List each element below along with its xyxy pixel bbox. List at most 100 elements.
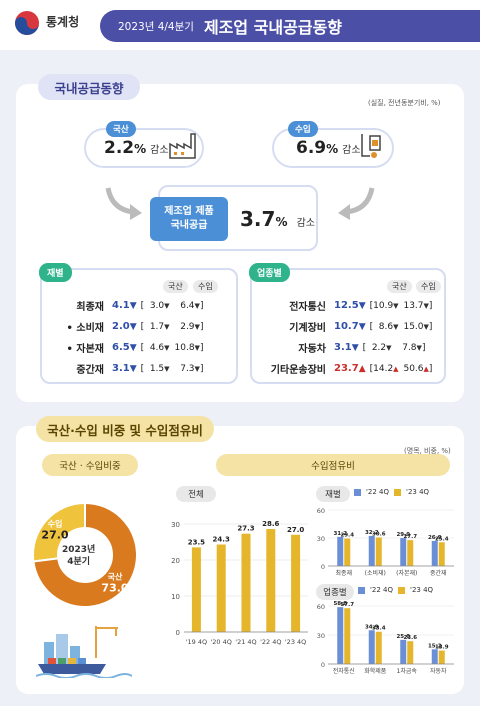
row-import: 13.7 — [403, 300, 424, 311]
row-name: • 자본재 — [66, 344, 104, 355]
legend-curr: '23 4Q — [406, 488, 430, 496]
arrow-up-icon: ▲ — [393, 364, 399, 373]
domestic-label: 국산 — [106, 121, 136, 137]
arrow-down-icon: ▼ — [164, 322, 170, 331]
data-label: 26.9 — [428, 535, 442, 541]
legend-prev: '22 4Q — [366, 488, 390, 496]
bar — [438, 542, 445, 566]
industry-legend: '22 4Q '23 4Q — [358, 586, 433, 594]
row-value: 3.1 — [112, 363, 130, 374]
bar — [400, 538, 407, 566]
data-label: 58.8 — [333, 601, 347, 607]
row-domestic: 4.6 — [149, 342, 165, 353]
y-tick-label: 60 — [317, 603, 325, 611]
y-tick-label: 0 — [321, 563, 325, 571]
donut-center: 2023년 4분기 — [62, 544, 95, 568]
bracket-close: ] — [199, 342, 204, 353]
data-label: 23.5 — [188, 538, 205, 546]
data-label: 57.7 — [340, 602, 354, 608]
legend-curr-swatch — [394, 488, 402, 496]
bracket-open: [ — [140, 363, 145, 374]
row-domestic: 1.5 — [149, 363, 165, 374]
x-tick-label: '19 4Q — [186, 638, 207, 646]
section2-unit: (명목, 비중, %) — [404, 447, 451, 455]
x-tick-label: (자본재) — [396, 569, 417, 577]
x-tick-label: '23 4Q — [285, 638, 306, 646]
slice-value: 27.0 — [41, 529, 68, 542]
factory-port-illustration — [36, 626, 132, 678]
goods-import-share-chart: 0 30 60 31.229.4 최종재 32.230.6 (소비재) 29.927.7 (자본… — [317, 507, 454, 577]
x-tick-label: 화학제품 — [364, 667, 387, 675]
bar — [375, 631, 382, 664]
data-label: 34.9 — [365, 624, 379, 630]
page-title: 제조업 국내공급동향 — [203, 18, 343, 37]
header: 통계청 2023년 4/4분기 제조업 국내공급동향 — [0, 0, 480, 50]
arrow-down-icon: ▼ — [164, 301, 170, 310]
row-domestic: 14.2 — [373, 363, 394, 374]
legend2-curr: '23 4Q — [410, 586, 434, 594]
import-pill: 수입 6.9% 감소 — [272, 121, 394, 168]
row-domestic: 8.6 — [378, 321, 394, 332]
arrow-down-icon: ▼ — [358, 321, 366, 332]
domestic-pill: 국산 2.2% 감소 — [84, 121, 204, 168]
table-row: 최종재 4.1 ▼[3.0 ▼ 6.4 ▼] — [50, 298, 203, 313]
bracket-close: ] — [428, 363, 433, 374]
bar — [291, 534, 301, 632]
pie-slice — [32, 501, 138, 608]
arrow-down-icon: ▼ — [423, 301, 429, 310]
industry-col-domestic: 국산 — [387, 280, 412, 293]
arrow-down-icon: ▼ — [194, 364, 200, 373]
bar — [241, 533, 251, 632]
slice-label: 국산 — [108, 571, 123, 581]
data-label: 27.3 — [237, 525, 254, 533]
data-label: 32.2 — [365, 530, 379, 536]
arrow-down-right-icon — [105, 187, 142, 220]
arrow-down-icon: ▼ — [423, 322, 429, 331]
y-tick-label: 0 — [321, 661, 325, 669]
bar — [191, 547, 201, 632]
arrow-down-icon: ▼ — [129, 342, 137, 353]
arrow-up-icon: ▲ — [423, 364, 429, 373]
arrow-down-icon: ▼ — [129, 300, 137, 311]
row-import: 7.3 — [180, 363, 195, 374]
bracket-close: ] — [199, 363, 204, 374]
bracket-open: [ — [140, 321, 145, 332]
y-tick-label: 20 — [171, 557, 180, 565]
x-tick-label: 중간재 — [430, 569, 447, 577]
arrow-down-icon: ▼ — [164, 364, 170, 373]
arrow-down-icon: ▼ — [129, 363, 137, 374]
slice-value: 73.0 — [101, 581, 128, 594]
x-tick-label: 최종재 — [335, 569, 352, 577]
bracket-open: [ — [140, 300, 145, 311]
goods-col-domestic: 국산 — [163, 280, 188, 293]
row-import: 50.6 — [403, 363, 424, 374]
y-tick-label: 60 — [317, 507, 325, 515]
y-tick-label: 10 — [171, 593, 180, 601]
section1-title: 국내공급동향 — [38, 74, 140, 100]
bar — [344, 538, 351, 566]
row-name: 전자통신 — [289, 302, 326, 313]
industry-chart-tag: 업종별 — [316, 584, 354, 600]
total-label: 제조업 제품 국내공급 — [150, 197, 228, 241]
arrow-down-icon: ▼ — [393, 322, 399, 331]
row-value: 4.1 — [112, 300, 130, 311]
bracket-close: ] — [199, 300, 204, 311]
goods-legend: '22 4Q '23 4Q — [354, 488, 429, 496]
government-emblem-icon — [15, 11, 39, 35]
arrow-down-icon: ▼ — [393, 301, 399, 310]
bracket-open: [ — [369, 363, 374, 374]
total-change: 감소 — [296, 218, 315, 229]
row-domestic: 2.2 — [371, 342, 387, 353]
bracket-open: [ — [140, 342, 145, 353]
table-row: 전자통신 12.5 ▼[10.9 ▼ 13.7 ▼] — [260, 298, 432, 313]
bar — [400, 639, 407, 664]
total-label-line1: 제조업 제품 — [164, 206, 214, 217]
arrow-down-icon: ▼ — [194, 301, 200, 310]
bar — [375, 537, 382, 566]
table-row: 기타운송장비 23.7 ▲[14.2 ▲ 50.6 ▲] — [260, 361, 433, 376]
arrow-down-icon: ▼ — [194, 343, 200, 352]
factory-icon — [169, 133, 196, 159]
row-domestic: 1.7 — [149, 321, 165, 332]
industry-tag: 업종별 — [249, 263, 290, 282]
y-tick-label: 0 — [176, 629, 180, 637]
